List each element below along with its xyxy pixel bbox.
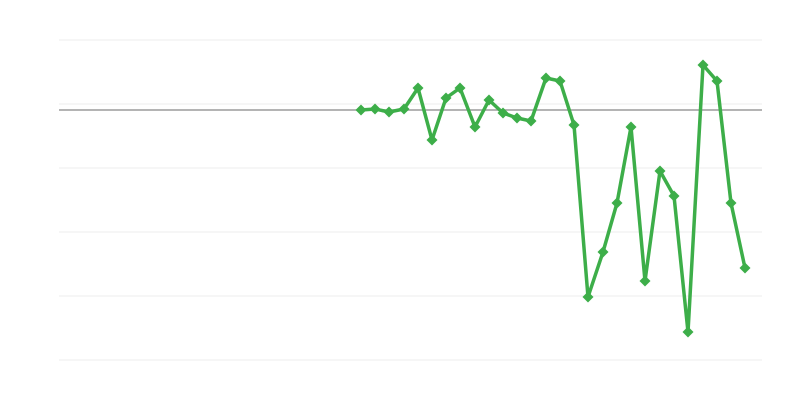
data-point-marker[interactable] <box>697 59 709 71</box>
data-point-marker[interactable] <box>582 291 594 303</box>
data-point-marker[interactable] <box>597 246 609 258</box>
data-point-marker[interactable] <box>412 82 424 94</box>
data-point-marker[interactable] <box>654 165 666 177</box>
data-point-marker[interactable] <box>511 112 523 124</box>
data-point-marker[interactable] <box>625 121 637 133</box>
data-point-marker[interactable] <box>725 197 737 209</box>
data-point-marker[interactable] <box>568 119 580 131</box>
data-point-marker[interactable] <box>440 92 452 104</box>
data-point-marker[interactable] <box>540 72 552 84</box>
data-point-marker[interactable] <box>426 134 438 146</box>
data-point-marker[interactable] <box>483 94 495 106</box>
data-point-marker[interactable] <box>739 262 751 274</box>
data-point-marker[interactable] <box>611 197 623 209</box>
data-point-marker[interactable] <box>383 106 395 118</box>
data-point-marker[interactable] <box>639 275 651 287</box>
data-point-marker[interactable] <box>711 75 723 87</box>
data-point-marker[interactable] <box>454 82 466 94</box>
series-line <box>359 63 747 334</box>
data-point-marker[interactable] <box>369 103 381 115</box>
data-point-marker[interactable] <box>668 190 680 202</box>
data-point-marker[interactable] <box>497 107 509 119</box>
data-point-marker[interactable] <box>554 75 566 87</box>
data-point-marker[interactable] <box>682 326 694 338</box>
data-point-marker[interactable] <box>525 115 537 127</box>
data-point-marker[interactable] <box>469 121 481 133</box>
data-point-marker[interactable] <box>398 103 410 115</box>
data-point-marker[interactable] <box>355 104 367 116</box>
